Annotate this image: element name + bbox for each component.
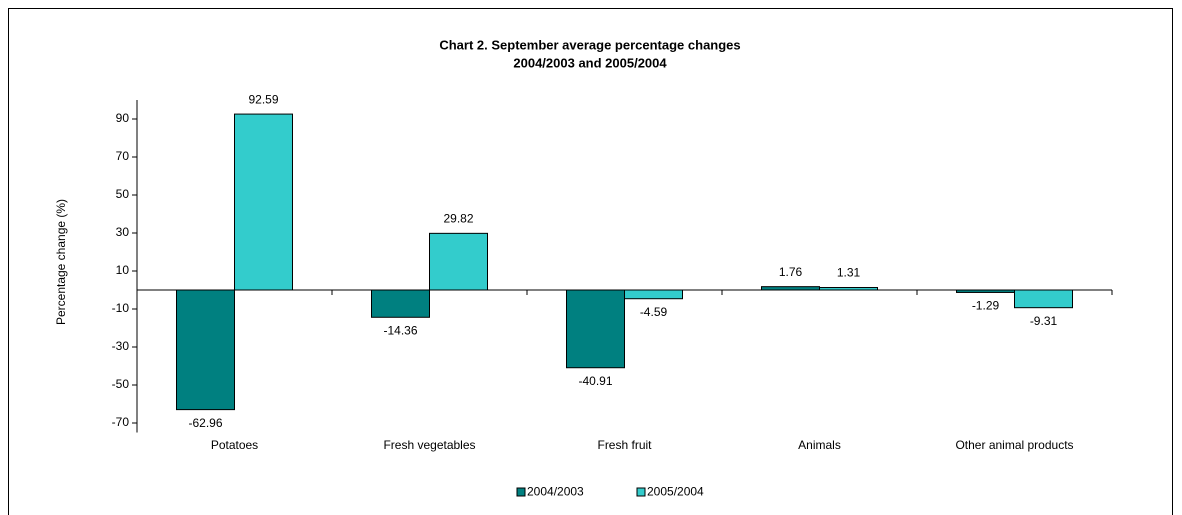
- y-tick-label: 70: [116, 149, 130, 163]
- data-label: 1.31: [837, 266, 861, 280]
- y-tick-label: -70: [112, 415, 130, 429]
- data-label: -40.91: [578, 374, 612, 388]
- bar: [566, 289, 625, 369]
- bar: [624, 289, 683, 300]
- data-label: 29.82: [443, 212, 473, 226]
- chart-title: Chart 2. September average percentage ch…: [439, 37, 740, 52]
- x-tick-label: Other animal products: [955, 438, 1073, 452]
- x-tick-label: Potatoes: [211, 438, 258, 452]
- data-label: 92.59: [248, 92, 278, 106]
- legend-swatch: [516, 487, 526, 497]
- data-label: -62.96: [188, 416, 222, 430]
- y-tick-label: 10: [116, 263, 130, 277]
- x-tick-label: Fresh fruit: [597, 438, 652, 452]
- y-tick-label: 50: [116, 187, 130, 201]
- data-label: -4.59: [640, 305, 668, 319]
- bar: [429, 232, 488, 291]
- data-label: -14.36: [383, 323, 417, 337]
- bar: [1014, 289, 1073, 309]
- chart-title: 2004/2003 and 2005/2004: [513, 55, 667, 70]
- x-tick-label: Fresh vegetables: [383, 438, 475, 452]
- legend-swatch: [636, 487, 646, 497]
- bar: [371, 289, 430, 318]
- x-tick-label: Animals: [798, 438, 841, 452]
- data-label: 1.76: [779, 265, 803, 279]
- chart-frame: [8, 8, 1173, 515]
- bar: [176, 289, 235, 411]
- data-label: -9.31: [1030, 314, 1058, 328]
- legend-label: 2004/2003: [527, 485, 584, 499]
- bar: [761, 286, 820, 291]
- y-tick-label: -30: [112, 339, 130, 353]
- y-tick-label: 30: [116, 225, 130, 239]
- bar: [234, 113, 293, 291]
- data-label: -1.29: [972, 299, 1000, 313]
- y-tick-label: 90: [116, 111, 130, 125]
- legend-label: 2005/2004: [647, 485, 704, 499]
- y-axis-label: Percentage change (%): [54, 199, 68, 325]
- y-tick-label: -10: [112, 301, 130, 315]
- y-tick-label: -50: [112, 377, 130, 391]
